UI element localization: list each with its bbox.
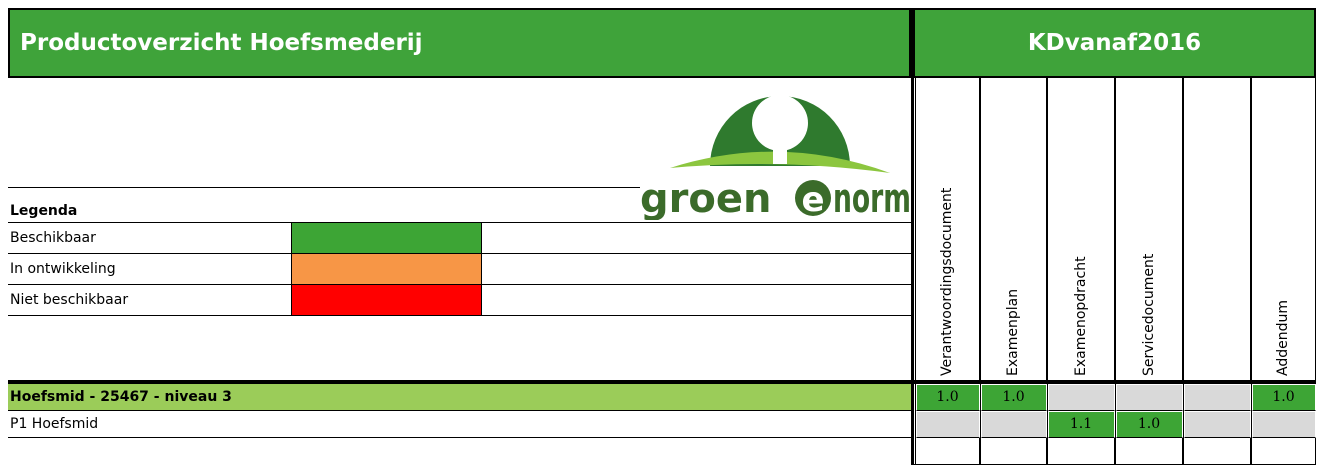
column-border (1047, 78, 1115, 465)
column-border (980, 78, 1047, 465)
column-border (915, 78, 980, 465)
column-header: Addendum (1275, 300, 1291, 376)
status-cell (1252, 411, 1316, 438)
kd-bar: KDvanaf2016 (913, 8, 1316, 78)
status-cell (1116, 384, 1183, 411)
cell-value: 1.1 (1069, 416, 1093, 432)
status-cell (916, 411, 980, 438)
row-label: Hoefsmid - 25467 - niveau 3 (10, 389, 232, 405)
column-border (1251, 78, 1316, 465)
legend-swatch (291, 222, 482, 254)
column-border (1183, 78, 1251, 465)
thick-rule (8, 380, 1316, 384)
status-cell (1116, 411, 1183, 438)
status-cell (1048, 411, 1115, 438)
logo-text-left: groen (640, 176, 771, 220)
row-label-cell (8, 411, 911, 438)
cell-value: 1.0 (1272, 389, 1295, 405)
logo-circle (795, 180, 831, 216)
column-header: Examenopdracht (1073, 256, 1089, 376)
column-header: Verantwoordingsdocument (939, 187, 955, 376)
status-cell (981, 411, 1047, 438)
cell-value: 1.0 (1002, 389, 1025, 405)
status-cell (1252, 384, 1316, 411)
rule (8, 187, 640, 188)
logo-text-middle: e (801, 180, 824, 220)
status-cell (1184, 411, 1251, 438)
kd-title: KDvanaf2016 (1027, 30, 1202, 56)
logo-tree (752, 95, 808, 151)
legend-label: Beschikbaar (10, 230, 96, 246)
legend-swatch (291, 284, 482, 316)
cell-value: 1.0 (936, 389, 959, 405)
legend-title: Legenda (10, 203, 78, 219)
logo-text-right: norm (833, 176, 911, 220)
legend-swatch (291, 253, 482, 285)
title-bar: Productoverzicht Hoefsmederij (8, 8, 911, 78)
status-cell (981, 384, 1047, 411)
column-border (1115, 78, 1183, 465)
legend-label: Niet beschikbaar (10, 292, 129, 308)
logo: groen e norm (640, 95, 911, 220)
column-header: Servicedocument (1141, 253, 1157, 376)
row-label: P1 Hoefsmid (10, 416, 99, 432)
status-cell (1184, 384, 1251, 411)
status-cell (1048, 384, 1115, 411)
empty-row (914, 438, 1316, 465)
status-cell (916, 384, 980, 411)
column-header: Examenplan (1005, 288, 1021, 376)
cell-value: 1.0 (1137, 416, 1161, 432)
logo-trunk (773, 138, 787, 164)
legend-label: In ontwikkeling (10, 261, 116, 277)
thick-divider (911, 8, 914, 465)
row-label-cell (8, 384, 911, 411)
title: Productoverzicht Hoefsmederij (20, 30, 423, 56)
